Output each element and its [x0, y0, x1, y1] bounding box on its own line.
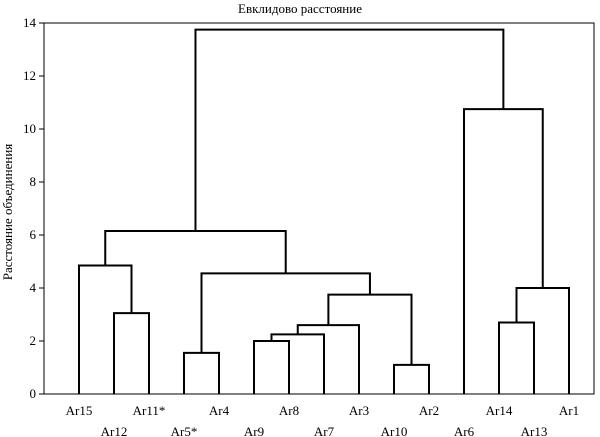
dendrogram-link	[253, 340, 290, 394]
y-tick-label: 6	[30, 227, 37, 242]
dendrogram-link	[78, 264, 133, 394]
dendrogram-link	[498, 321, 535, 394]
leaf-label: Ar4	[209, 403, 230, 418]
leaf-label: Ar1	[559, 403, 579, 418]
y-tick-label: 0	[30, 386, 37, 401]
leaf-label: Ar10	[381, 424, 408, 437]
leaf-label: Ar15	[66, 403, 93, 418]
leaf-label: Ar2	[419, 403, 439, 418]
y-axis-label: Расстояние объединения	[0, 144, 15, 281]
leaf-label: Ar11*	[133, 403, 166, 418]
leaf-label: Ar14	[486, 403, 513, 418]
dendrogram-link	[327, 293, 413, 365]
dendrogram-link	[393, 363, 430, 394]
leaf-label: Ar13	[521, 424, 548, 437]
y-tick-label: 12	[23, 68, 36, 83]
leaf-label: Ar5*	[171, 424, 198, 437]
leaf-label: Ar12	[101, 424, 128, 437]
y-tick-label: 4	[30, 280, 37, 295]
y-tick-label: 14	[23, 15, 37, 30]
dendrogram-link	[113, 312, 150, 394]
leaf-label: Ar3	[349, 403, 369, 418]
y-tick-label: 2	[30, 333, 37, 348]
leaf-label: Ar8	[279, 403, 299, 418]
y-tick-label: 10	[23, 121, 36, 136]
leaf-label: Ar6	[454, 424, 475, 437]
y-tick-label: 8	[30, 174, 37, 189]
dendrogram-link	[270, 333, 325, 394]
dendrogram-link	[515, 287, 570, 394]
leaf-label: Ar7	[314, 424, 335, 437]
leaf-label: Ar9	[244, 424, 264, 437]
dendrogram-link	[296, 324, 360, 394]
dendrogram-links	[78, 28, 570, 394]
dendrogram-link	[183, 351, 220, 394]
y-axis: 0 2 4 6 8 10 12 14	[23, 15, 44, 401]
plot-frame	[43, 22, 595, 395]
leaf-labels: Ar15 Ar12 Ar11* Ar5* Ar4 Ar9 Ar8 Ar7 Ar3 Ar10 Ar2 A…	[66, 403, 579, 437]
dendrogram-link	[194, 28, 505, 232]
chart-title: Евклидово расстояние	[238, 1, 362, 16]
dendrogram-link	[463, 108, 544, 394]
